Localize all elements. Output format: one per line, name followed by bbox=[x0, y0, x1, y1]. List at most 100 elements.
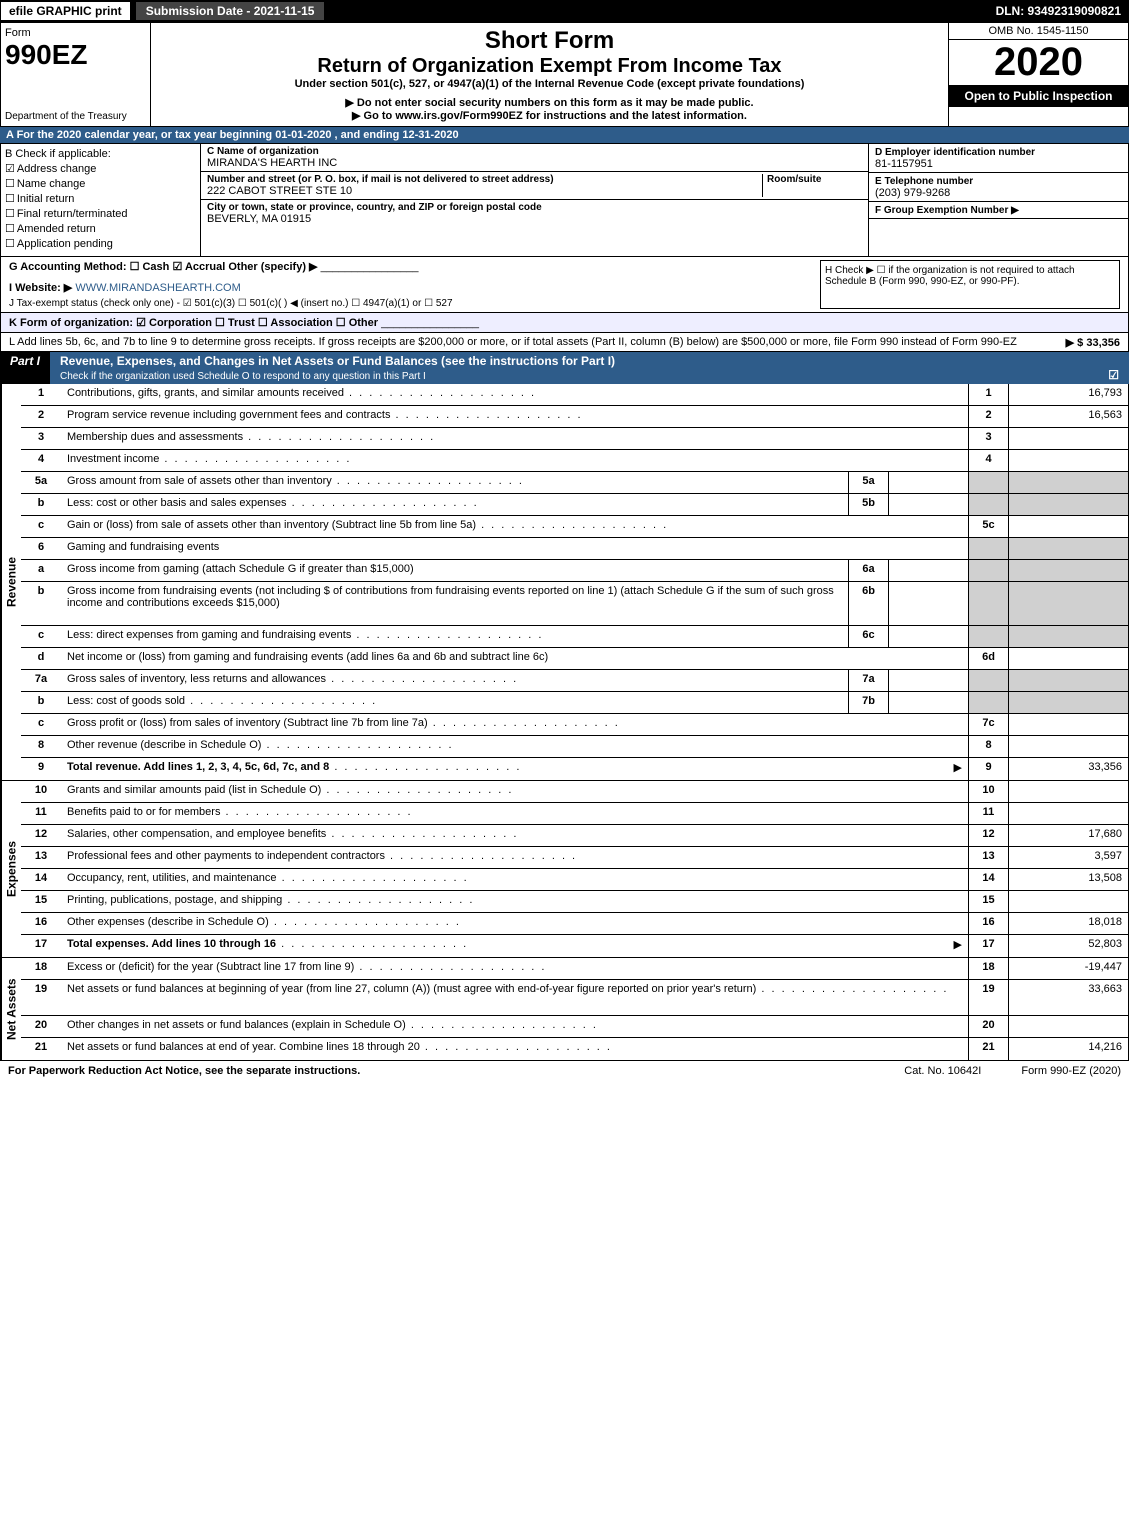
row-21: 21 Net assets or fund balances at end of… bbox=[21, 1038, 1128, 1060]
part-1-title-text: Revenue, Expenses, and Changes in Net As… bbox=[60, 354, 615, 368]
row-sub: 7b bbox=[848, 692, 888, 713]
header-center: Short Form Return of Organization Exempt… bbox=[151, 23, 948, 126]
street-row: Number and street (or P. O. box, if mail… bbox=[201, 172, 868, 200]
row-val bbox=[1008, 648, 1128, 669]
check-amended-return[interactable]: Amended return bbox=[5, 222, 196, 235]
row-ln: 13 bbox=[968, 847, 1008, 868]
row-val bbox=[1008, 714, 1128, 735]
row-num: 3 bbox=[21, 428, 61, 449]
row-val bbox=[1008, 1016, 1128, 1037]
row-11: 11 Benefits paid to or for members 11 bbox=[21, 803, 1128, 825]
row-num: 10 bbox=[21, 781, 61, 802]
row-desc: Program service revenue including govern… bbox=[61, 406, 968, 427]
ein-row: D Employer identification number 81-1157… bbox=[869, 144, 1128, 173]
row-num: a bbox=[21, 560, 61, 581]
check-if-label: B Check if applicable: bbox=[5, 148, 111, 160]
row-val: -19,447 bbox=[1008, 958, 1128, 979]
row-ln: 8 bbox=[968, 736, 1008, 757]
go-to-link[interactable]: ▶ Go to www.irs.gov/Form990EZ for instru… bbox=[159, 109, 940, 122]
row-ln: 11 bbox=[968, 803, 1008, 824]
phone-row: E Telephone number (203) 979-9268 bbox=[869, 173, 1128, 202]
row-num: 14 bbox=[21, 869, 61, 890]
row-10: 10 Grants and similar amounts paid (list… bbox=[21, 781, 1128, 803]
header-right: OMB No. 1545-1150 2020 Open to Public In… bbox=[948, 23, 1128, 126]
row-desc: Less: cost of goods sold bbox=[61, 692, 848, 713]
header-left: Form 990EZ Department of the Treasury bbox=[1, 23, 151, 126]
row-num: b bbox=[21, 692, 61, 713]
row-19: 19 Net assets or fund balances at beginn… bbox=[21, 980, 1128, 1016]
row-val bbox=[1008, 803, 1128, 824]
part-1-check-note: Check if the organization used Schedule … bbox=[60, 371, 426, 382]
row-num: 5a bbox=[21, 472, 61, 493]
row-val bbox=[1008, 450, 1128, 471]
check-address-change[interactable]: Address change bbox=[5, 162, 196, 175]
row-ln: 18 bbox=[968, 958, 1008, 979]
dln-label: DLN: 93492319090821 bbox=[988, 2, 1129, 20]
row-6d: d Net income or (loss) from gaming and f… bbox=[21, 648, 1128, 670]
efile-print-button[interactable]: efile GRAPHIC print bbox=[0, 1, 131, 21]
row-val-grey bbox=[1008, 538, 1128, 559]
footer-left: For Paperwork Reduction Act Notice, see … bbox=[8, 1065, 360, 1077]
row-subval bbox=[888, 560, 968, 581]
row-ln: 17 bbox=[968, 935, 1008, 957]
tax-year: 2020 bbox=[949, 40, 1128, 85]
row-num: b bbox=[21, 494, 61, 515]
j-tax-exempt: J Tax-exempt status (check only one) - ☑… bbox=[9, 298, 820, 309]
l-amount: ▶ $ 33,356 bbox=[1066, 336, 1120, 349]
check-application-pending[interactable]: Application pending bbox=[5, 237, 196, 250]
row-desc: Net assets or fund balances at end of ye… bbox=[61, 1038, 968, 1060]
row-val-grey bbox=[1008, 670, 1128, 691]
row-val bbox=[1008, 516, 1128, 537]
row-desc: Other changes in net assets or fund bala… bbox=[61, 1016, 968, 1037]
row-num: c bbox=[21, 516, 61, 537]
row-ln: 16 bbox=[968, 913, 1008, 934]
row-desc: Net income or (loss) from gaming and fun… bbox=[61, 648, 968, 669]
check-final-return[interactable]: Final return/terminated bbox=[5, 207, 196, 220]
row-val bbox=[1008, 781, 1128, 802]
submission-date: Submission Date - 2021-11-15 bbox=[135, 1, 326, 21]
return-title: Return of Organization Exempt From Incom… bbox=[159, 55, 940, 78]
row-4: 4 Investment income 4 bbox=[21, 450, 1128, 472]
row-5c: c Gain or (loss) from sale of assets oth… bbox=[21, 516, 1128, 538]
row-val-grey bbox=[1008, 582, 1128, 625]
row-5a: 5a Gross amount from sale of assets othe… bbox=[21, 472, 1128, 494]
row-desc: Other expenses (describe in Schedule O) bbox=[61, 913, 968, 934]
form-header: Form 990EZ Department of the Treasury Sh… bbox=[0, 22, 1129, 127]
ein-value: 81-1157951 bbox=[875, 158, 933, 170]
row-12: 12 Salaries, other compensation, and emp… bbox=[21, 825, 1128, 847]
row-num: 15 bbox=[21, 891, 61, 912]
row-val: 3,597 bbox=[1008, 847, 1128, 868]
row-ln-grey bbox=[968, 560, 1008, 581]
row-ln: 7c bbox=[968, 714, 1008, 735]
d-label: D Employer identification number bbox=[875, 147, 1035, 158]
row-desc: Gaming and fundraising events bbox=[61, 538, 968, 559]
row-sub: 6c bbox=[848, 626, 888, 647]
website-link[interactable]: WWW.MIRANDASHEARTH.COM bbox=[75, 282, 240, 294]
row-ln-grey bbox=[968, 472, 1008, 493]
row-ln-grey bbox=[968, 670, 1008, 691]
do-not-enter: ▶ Do not enter social security numbers o… bbox=[159, 96, 940, 109]
row-num: 19 bbox=[21, 980, 61, 1015]
row-desc: Gross income from fundraising events (no… bbox=[61, 582, 848, 625]
under-section: Under section 501(c), 527, or 4947(a)(1)… bbox=[159, 78, 940, 90]
entity-center: C Name of organization MIRANDA'S HEARTH … bbox=[201, 144, 868, 256]
page-footer: For Paperwork Reduction Act Notice, see … bbox=[0, 1061, 1129, 1081]
row-desc: Gross amount from sale of assets other t… bbox=[61, 472, 848, 493]
row-val: 13,508 bbox=[1008, 869, 1128, 890]
expenses-side-label: Expenses bbox=[1, 781, 21, 957]
check-name-change[interactable]: Name change bbox=[5, 177, 196, 190]
row-ln: 21 bbox=[968, 1038, 1008, 1060]
section-a-tax-year: A For the 2020 calendar year, or tax yea… bbox=[0, 127, 1129, 143]
phone-value: (203) 979-9268 bbox=[875, 187, 950, 199]
row-desc: Printing, publications, postage, and shi… bbox=[61, 891, 968, 912]
row-desc: Investment income bbox=[61, 450, 968, 471]
row-ln: 12 bbox=[968, 825, 1008, 846]
row-ln-grey bbox=[968, 494, 1008, 515]
row-val: 16,793 bbox=[1008, 384, 1128, 405]
row-sub: 6b bbox=[848, 582, 888, 625]
row-ln: 19 bbox=[968, 980, 1008, 1015]
part-1-table: Revenue 1 Contributions, gifts, grants, … bbox=[0, 384, 1129, 1061]
check-initial-return[interactable]: Initial return bbox=[5, 192, 196, 205]
row-num: 13 bbox=[21, 847, 61, 868]
row-val bbox=[1008, 891, 1128, 912]
